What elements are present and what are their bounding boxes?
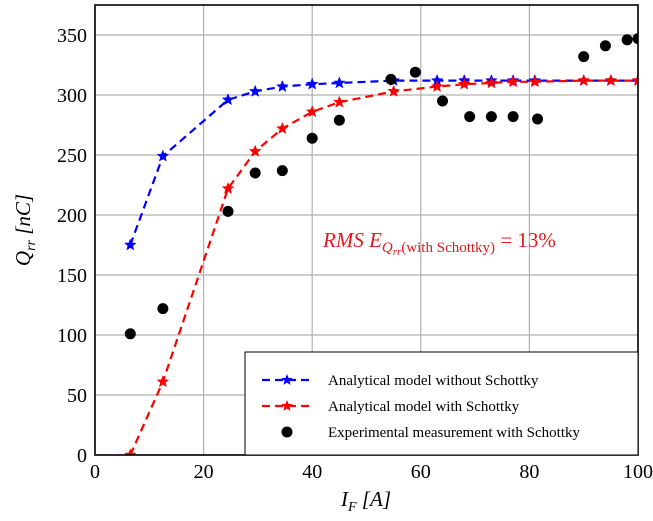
data-point-star bbox=[248, 84, 262, 97]
legend-star-icon bbox=[281, 400, 293, 411]
data-point-star bbox=[275, 121, 289, 135]
legend-star-icon bbox=[281, 374, 293, 385]
data-point-star bbox=[123, 238, 137, 251]
legend: Analytical model without Schottky Analyti… bbox=[244, 351, 639, 456]
x-axis-label: IF [A] bbox=[340, 487, 391, 515]
data-point-circle bbox=[409, 66, 421, 78]
y-label-subscript: rr bbox=[24, 239, 39, 250]
data-point-star bbox=[156, 375, 170, 388]
data-point-star bbox=[123, 448, 137, 455]
data-point-circle bbox=[621, 34, 633, 46]
data-point-circle bbox=[385, 73, 397, 85]
data-point-circle bbox=[578, 51, 590, 63]
y-tick-label: 300 bbox=[57, 85, 87, 107]
data-point-star bbox=[332, 95, 346, 108]
legend-label: Experimental measurement with Schottky bbox=[328, 425, 581, 441]
data-point-star bbox=[485, 76, 498, 89]
y-axis-label: Qrr [nC] bbox=[11, 194, 39, 266]
legend-circle-icon bbox=[281, 426, 293, 438]
x-tick-label: 100 bbox=[623, 461, 653, 483]
y-label-symbol: Q bbox=[11, 251, 35, 266]
rms-error-annotation: RMS EQrr(with Schottky) = 13% bbox=[322, 228, 556, 258]
y-tick-label: 0 bbox=[77, 445, 87, 467]
x-tick-label: 20 bbox=[194, 461, 214, 483]
annotation-sub-text: (with Schottky) bbox=[401, 240, 495, 256]
data-point-circle bbox=[333, 114, 345, 126]
data-point-star bbox=[506, 75, 520, 88]
y-label-unit: [nC] bbox=[11, 194, 35, 240]
y-tick-label: 150 bbox=[57, 265, 87, 287]
data-point-star bbox=[332, 76, 346, 89]
annotation-value: = 13% bbox=[495, 228, 556, 252]
legend-label: Analytical model without Schottky bbox=[328, 373, 539, 389]
data-point-circle bbox=[124, 328, 136, 340]
data-point-star bbox=[275, 79, 289, 93]
annotation-sub-rr: rr bbox=[393, 246, 402, 258]
data-point-star bbox=[457, 77, 471, 90]
data-point-star bbox=[631, 73, 638, 87]
data-point-star bbox=[387, 84, 401, 97]
data-point-circle bbox=[276, 165, 288, 177]
data-point-circle bbox=[532, 113, 544, 125]
tick-labels: 0 20 40 60 80 100 0 50 100 150 200 250 300 350 bbox=[57, 25, 653, 483]
data-point-star bbox=[430, 79, 444, 93]
data-point-circle bbox=[599, 40, 611, 52]
y-tick-label: 100 bbox=[57, 325, 87, 347]
data-point-circle bbox=[222, 205, 234, 217]
y-tick-label: 250 bbox=[57, 145, 87, 167]
data-point-circle bbox=[485, 111, 497, 123]
data-point-star bbox=[604, 73, 618, 87]
annotation-sub-q: Q bbox=[382, 240, 393, 256]
data-point-star bbox=[248, 144, 262, 157]
y-tick-label: 200 bbox=[57, 205, 87, 227]
x-tick-label: 60 bbox=[411, 461, 431, 483]
y-tick-label: 50 bbox=[67, 385, 87, 407]
x-tick-label: 40 bbox=[302, 461, 322, 483]
data-point-star bbox=[528, 75, 542, 88]
data-point-star bbox=[305, 77, 319, 90]
annotation-rms: RMS E bbox=[322, 228, 382, 252]
data-point-star bbox=[577, 73, 591, 87]
x-tick-label: 80 bbox=[519, 461, 539, 483]
data-point-star bbox=[305, 105, 319, 118]
data-point-circle bbox=[249, 167, 261, 179]
data-point-circle bbox=[632, 33, 638, 45]
data-point-circle bbox=[306, 132, 318, 144]
x-label-unit: [A] bbox=[357, 487, 391, 511]
series-line-1 bbox=[129, 79, 638, 455]
legend-label: Analytical model with Schottky bbox=[328, 399, 520, 415]
data-point-star bbox=[221, 93, 235, 106]
x-label-symbol: I bbox=[340, 487, 349, 511]
data-point-circle bbox=[437, 95, 449, 107]
data-point-circle bbox=[157, 303, 169, 315]
y-tick-label: 350 bbox=[57, 25, 87, 47]
x-label-subscript: F bbox=[347, 500, 357, 515]
legend-box bbox=[244, 351, 639, 456]
data-point-star bbox=[156, 149, 170, 162]
data-point-circle bbox=[507, 111, 519, 123]
data-point-star bbox=[221, 181, 235, 195]
series-layer bbox=[123, 33, 638, 455]
data-point-circle bbox=[464, 111, 476, 123]
x-tick-label: 0 bbox=[90, 461, 100, 483]
